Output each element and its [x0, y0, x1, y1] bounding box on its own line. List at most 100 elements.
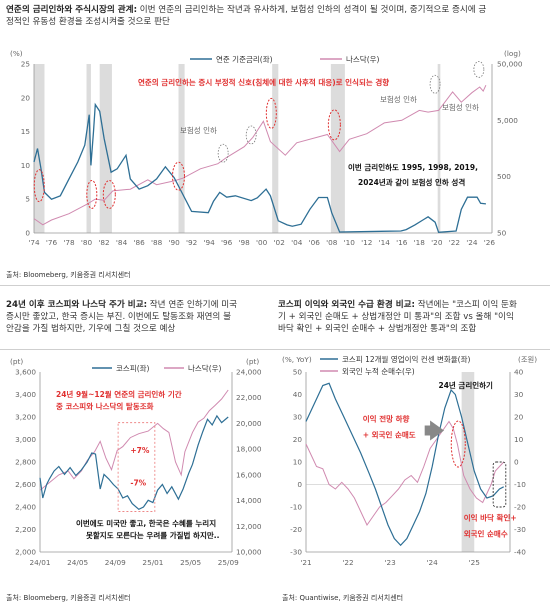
y-right-tick: 12,000	[236, 522, 262, 531]
y-left-tick: 20	[21, 93, 31, 102]
annotation-period-1: 24년 9월~12월 연준의 금리인하 기간	[56, 389, 182, 399]
divider-top	[0, 285, 550, 286]
x-tick: 24/05	[67, 558, 88, 567]
annotation-cut-period: 24년 금리인하기	[438, 380, 493, 390]
y-right-tick: 20	[514, 413, 524, 422]
x-tick: '98	[239, 238, 251, 247]
series-nasdaq-line	[33, 84, 487, 226]
x-tick: '96	[221, 238, 233, 247]
y-left-tick: 50	[293, 368, 303, 377]
y-left-tick: -30	[290, 548, 302, 557]
annotation-downgrade-2: + 외국인 순매도	[363, 429, 416, 439]
annotation-downgrade-1: 이익 전망 하향	[363, 414, 410, 424]
bottom-right-source: 출처: Quantiwise, 키움증권 리서치센터	[282, 594, 404, 602]
y-left-tick: 5	[25, 195, 30, 204]
x-tick: '25	[469, 558, 480, 567]
divider-mid	[0, 349, 550, 350]
y-right-tick: 50,000	[497, 60, 523, 69]
annotation-period-2: 중 코스피와 나스닥의 탈동조화	[56, 401, 154, 411]
x-tick: 24/09	[105, 558, 126, 567]
top-chart-headline: 연준의 금리인하와 주식시장의 관계: 이번 연준의 금리인하는 작년과 유사하…	[6, 4, 546, 28]
y-left-tick: 2,200	[15, 525, 36, 534]
y-right-tick: 40	[514, 368, 524, 377]
y-left-tick: 10	[21, 161, 31, 170]
y-right-tick: 18,000	[236, 445, 262, 454]
recession-band	[86, 64, 91, 233]
x-tick: 25/05	[180, 558, 201, 567]
y-left-tick: 30	[293, 413, 303, 422]
mid-right-description: 코스피 이익와 외국인 수급 환경 비교: 작년에는 "코스피 이익 둔화 기 …	[278, 299, 548, 335]
y-right-tick: 20,000	[236, 419, 262, 428]
annotation-plus7: +7%	[130, 446, 150, 455]
x-tick: '22	[342, 558, 353, 567]
recession-band	[272, 64, 279, 233]
legend-label-kospi: 코스피(좌)	[116, 364, 150, 373]
annotation-insurance-3: 보험성 인하	[442, 102, 479, 112]
mid-left-line3: 안감을 가질 법하지만, 기우에 그칠 것으로 예상	[6, 324, 176, 334]
x-tick: '24	[466, 238, 478, 247]
y-right-tick: 5,000	[497, 116, 518, 125]
y-left-tick: -10	[290, 503, 302, 512]
x-tick: '00	[256, 238, 268, 247]
x-tick: '80	[81, 238, 93, 247]
recession-band	[34, 64, 45, 233]
series-fed-rate-line	[33, 102, 486, 233]
legend-label-flow: 외국인 누적 순매수(우)	[342, 366, 415, 376]
y-left-tick: 0	[25, 229, 30, 238]
kospi-nasdaq-chart: 2,000 2,200 2,400 2,600 2,800 3,000 3,200 3,400…	[10, 357, 262, 567]
legend-label-nasdaq: 나스닥(우)	[188, 363, 222, 373]
y-left-tick: 2,400	[15, 503, 36, 512]
y-right-tick: 10,000	[236, 548, 262, 557]
y-left-tick: 40	[293, 390, 303, 399]
series-nasdaq-line	[39, 389, 229, 491]
y-right-unit: (조원)	[518, 355, 537, 364]
series-eps-revision-line	[305, 382, 504, 547]
downgrade-circle	[450, 420, 466, 468]
x-tick: '78	[63, 238, 75, 247]
red-dashed-circle	[327, 109, 341, 141]
cut-period-box	[117, 422, 156, 512]
y-right-tick: 500	[497, 172, 511, 181]
legend-label-fed: 연준 기준금리(좌)	[216, 55, 273, 64]
y-left-tick: 2,000	[15, 548, 36, 557]
red-dashed-circle	[265, 97, 277, 129]
y-left-unit: (%)	[10, 49, 23, 58]
x-tick: 25/01	[142, 558, 163, 567]
top-title-bold: 연준의 금리인하와 주식시장의 관계:	[6, 5, 138, 15]
x-tick: '20	[431, 238, 443, 247]
x-tick: '08	[326, 238, 338, 247]
y-left-tick: 0	[297, 480, 302, 489]
y-left-unit: (%, YoY)	[282, 355, 312, 364]
x-tick: '90	[168, 238, 180, 247]
mid-right-line3: 바닥 확인 + 외국인 순매수 + 상법개정안 통과"의 조합	[278, 324, 477, 334]
x-tick: '88	[151, 238, 163, 247]
y-right-tick: -40	[514, 548, 526, 557]
fed-rate-nasdaq-chart: 0 5 10 15 20 25 50 500 5,000 50,000 (%) (log) '74 '76…	[10, 49, 523, 247]
top-source: 출처: Bloomeberg, 키움증권 리서치센터	[6, 271, 131, 279]
y-right-tick: 50	[497, 229, 507, 238]
x-tick: '12	[361, 238, 372, 247]
mid-right-line1: 작년에는 "코스피 이익 둔화	[415, 300, 517, 310]
y-left-tick: 10	[293, 458, 303, 467]
mid-left-line2: 증시만 좋았고, 한국 증시는 부진. 이번에도 탈동조화 재연의 불	[6, 312, 231, 322]
annotation-minus7: -7%	[130, 479, 146, 488]
annotation-insurance-1: 보험성 인하	[180, 125, 217, 135]
x-tick: '06	[309, 238, 321, 247]
y-right-tick: -20	[514, 503, 526, 512]
y-right-tick: 14,000	[236, 496, 262, 505]
bottom-left-source: 출처: Bloomeberg, 키움증권 리서치센터	[6, 594, 131, 602]
x-tick: '26	[484, 238, 496, 247]
y-right-tick: 24,000	[236, 368, 262, 377]
y-left-unit: (pt)	[10, 357, 23, 366]
grey-dashed-circle	[429, 74, 441, 94]
x-tick: '10	[344, 238, 356, 247]
top-title-line2: 정적인 유동성 환경을 조성시켜줄 것으로 판단	[6, 17, 170, 27]
annotation-this-cut-1: 이번 금리인하도 1995, 1998, 2019,	[348, 162, 478, 172]
x-tick: '21	[300, 558, 311, 567]
x-tick: '18	[414, 238, 426, 247]
y-left-tick: -20	[290, 525, 302, 534]
grey-dashed-circle	[473, 61, 485, 78]
recession-band	[437, 64, 441, 233]
y-right-tick: -30	[514, 525, 526, 534]
annotation-this-cut-2: 2024년과 같이 보험성 인하 성격	[358, 177, 465, 187]
